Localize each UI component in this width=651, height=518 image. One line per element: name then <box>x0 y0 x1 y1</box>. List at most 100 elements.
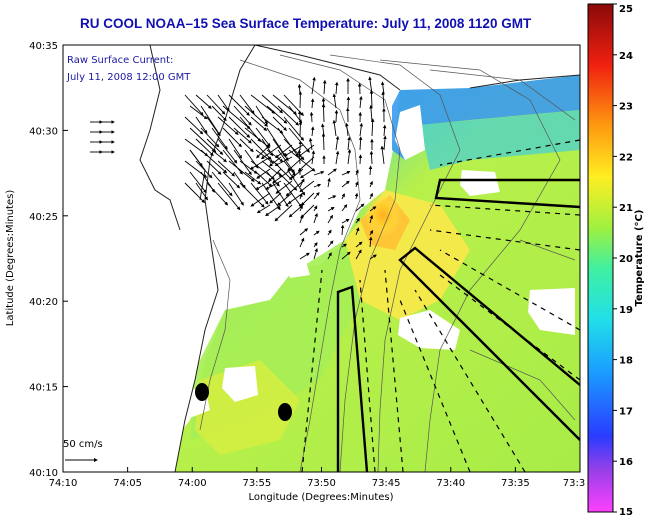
colorbar-label: Temperature (°C) <box>634 210 645 307</box>
colorbar-tick-label: 17 <box>619 406 633 417</box>
current-vector <box>358 154 363 165</box>
x-axis-label: Longitude (Degrees:Minutes) <box>248 492 393 503</box>
current-vector <box>310 98 315 109</box>
current-vector <box>255 171 273 188</box>
current-vector <box>274 156 293 166</box>
current-vector <box>250 94 276 114</box>
current-vector <box>369 206 377 212</box>
current-vector <box>275 180 293 194</box>
current-vector <box>228 138 243 159</box>
current-vector <box>189 105 208 120</box>
current-vector <box>217 182 241 211</box>
current-vector <box>327 195 337 200</box>
colorbar-tick-label: 18 <box>619 356 633 367</box>
x-tick-label: 73:40 <box>436 478 465 489</box>
current-vector <box>345 122 349 137</box>
current-vector <box>233 105 252 126</box>
current-vector <box>283 116 305 141</box>
current-vector <box>358 136 363 151</box>
current-vector <box>341 243 348 248</box>
current-vector <box>313 242 318 248</box>
y-axis-ticks: 40:35 40:30 40:25 40:20 40:15 40:10 <box>29 41 68 479</box>
current-vector <box>355 169 359 176</box>
current-vector <box>189 149 203 167</box>
current-vector <box>265 204 282 217</box>
y-axis-label: Latitude (Degrees:Minutes) <box>5 190 16 327</box>
current-vector <box>321 103 326 123</box>
legend-line-2: July 11, 2008 12:00 GMT <box>66 72 191 83</box>
current-vector <box>206 182 229 206</box>
current-vector <box>355 217 360 224</box>
current-vector <box>311 150 316 165</box>
current-vector <box>268 156 282 167</box>
current-vector <box>211 105 227 122</box>
current-vector <box>355 181 359 188</box>
current-vector <box>299 180 315 193</box>
current-vector <box>244 171 262 185</box>
current-vector <box>200 127 220 148</box>
current-vector <box>261 160 283 178</box>
current-vector <box>341 204 348 212</box>
colorbar-tick-label: 22 <box>619 152 633 163</box>
current-vector <box>256 168 271 179</box>
current-vector <box>341 171 351 176</box>
colorbar-tick-label: 19 <box>619 305 633 316</box>
current-vector <box>334 81 339 95</box>
current-vector <box>313 192 320 200</box>
current-vector <box>274 204 293 222</box>
current-vector <box>341 251 351 260</box>
current-vector <box>359 95 363 109</box>
current-vector <box>300 204 315 219</box>
current-vector <box>276 192 293 206</box>
map-title: RU COOL NOAA–15 Sea Surface Temperature:… <box>80 16 532 31</box>
current-vector <box>228 182 244 206</box>
current-vector <box>275 144 293 159</box>
current-vector <box>287 156 304 172</box>
current-vector <box>340 224 345 236</box>
current-vector <box>268 168 282 182</box>
current-vector <box>299 204 303 212</box>
current-vector <box>239 182 265 208</box>
current-vector <box>277 105 299 126</box>
current-vector <box>250 138 272 161</box>
current-vector <box>355 203 365 212</box>
current-vector <box>269 192 282 204</box>
current-vector <box>369 214 374 224</box>
current-vector <box>299 228 309 236</box>
current-vector <box>327 229 332 236</box>
current-vector <box>200 149 228 174</box>
current-vector <box>195 94 212 109</box>
current-vector <box>369 192 373 200</box>
legend-line-1: Raw Surface Current: <box>67 55 173 66</box>
current-vector <box>244 105 269 127</box>
colorbar-tick-label: 15 <box>619 507 633 518</box>
current-vector <box>222 127 242 148</box>
current-vector <box>383 135 387 151</box>
current-vector <box>233 127 252 144</box>
mooring-marker <box>278 403 292 421</box>
current-vector <box>211 149 227 163</box>
current-vector <box>327 168 337 176</box>
coastline <box>139 45 580 472</box>
current-vector <box>382 124 387 137</box>
current-vector <box>189 127 217 153</box>
x-tick-label: 74:00 <box>178 478 207 489</box>
current-vector <box>233 171 246 189</box>
current-vector <box>189 171 207 194</box>
current-vectors <box>90 76 387 260</box>
current-vector <box>250 116 268 131</box>
current-vector <box>354 192 359 200</box>
current-vector <box>369 180 373 188</box>
current-vector <box>255 105 268 125</box>
current-vector <box>256 204 271 214</box>
y-tick-label: 40:25 <box>29 212 58 223</box>
current-vector <box>260 144 282 160</box>
current-vector <box>369 230 374 236</box>
current-vector <box>341 180 350 188</box>
current-vector <box>206 116 221 137</box>
current-vector <box>266 149 284 163</box>
current-vector <box>266 105 288 124</box>
current-vector <box>327 206 335 212</box>
current-vector <box>195 116 208 134</box>
